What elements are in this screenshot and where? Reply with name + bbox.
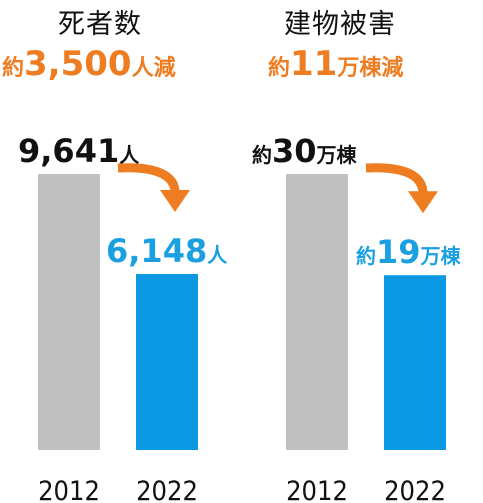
chart1-reduction: 約3,500人減	[2, 44, 176, 84]
chart2-reduction-number: 11	[290, 44, 338, 84]
chart1-value-label-2022-number: 6,148	[106, 231, 208, 270]
chart1-reduction-prefix: 約	[2, 56, 25, 81]
chart2-bar-2012	[286, 174, 348, 450]
chart1-reduction-number: 3,500	[24, 44, 132, 84]
chart2-reduction-unit: 万棟減	[337, 56, 404, 81]
chart2-category-label-2022: 2022	[384, 476, 446, 503]
chart1-category-label-2012: 2012	[38, 476, 100, 503]
chart1-value-label-2012: 9,641人	[18, 132, 139, 170]
chart2-title: 建物被害	[284, 9, 396, 40]
chart2-value-label-2012: 約30万棟	[252, 132, 357, 170]
chart1-bar-2022	[136, 273, 198, 450]
chart2-bar-2022	[384, 275, 446, 450]
chart1-value-label-2012-unit: 人	[119, 143, 140, 167]
chart2-decrease-arrowhead	[408, 191, 438, 214]
chart1-value-label-2012-number: 9,641	[18, 132, 120, 170]
chart2-value-label-2012-number: 30	[272, 132, 317, 170]
chart1-value-label-2022-unit: 人	[207, 242, 228, 267]
chart2-reduction: 約11万棟減	[268, 44, 403, 84]
chart1-category-label-2022: 2022	[136, 476, 198, 503]
chart2-value-label-2012-unit: 万棟	[316, 143, 357, 167]
chart1-decrease-arrowhead	[160, 189, 190, 212]
chart1-reduction-unit: 人減	[131, 56, 176, 81]
chart2-value-label-2012-prefix: 約	[252, 143, 272, 167]
chart2-reduction-prefix: 約	[268, 56, 291, 81]
chart1-title: 死者数	[58, 9, 142, 40]
chart2-decrease-arrow	[365, 163, 428, 198]
chart2-category-label-2012: 2012	[286, 476, 348, 503]
chart2-value-label-2022-unit: 万棟	[420, 244, 461, 269]
chart2-value-label-2022-prefix: 約	[356, 244, 376, 269]
chart1-bar-2012	[38, 174, 100, 450]
chart1-value-label-2022: 6,148人	[106, 232, 227, 270]
chart2-value-label-2022-number: 19	[376, 233, 421, 272]
chart2-value-label-2022: 約19万棟	[356, 233, 461, 271]
